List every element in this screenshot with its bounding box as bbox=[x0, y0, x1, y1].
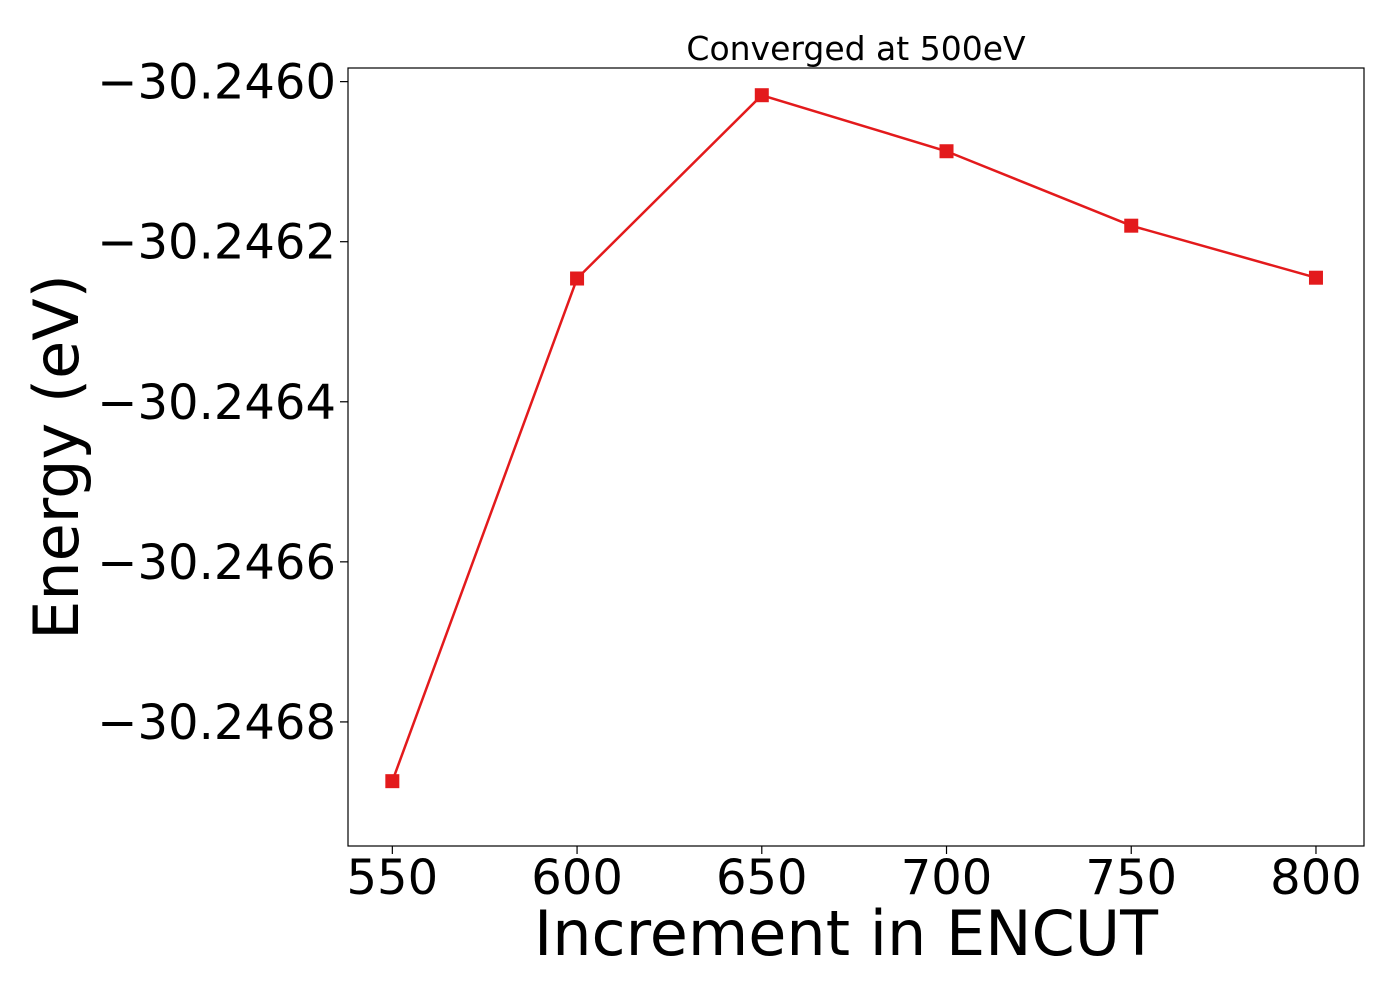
x-tick-label: 600 bbox=[531, 850, 623, 906]
y-axis-label: Energy (eV) bbox=[20, 274, 93, 640]
series-line bbox=[391, 93, 1317, 782]
y-tick-label: −30.2466 bbox=[97, 535, 336, 591]
x-axis-ticks: 550 600 650 700 750 800 bbox=[347, 846, 1362, 906]
data-point-marker bbox=[570, 271, 585, 286]
x-tick-label: 550 bbox=[347, 850, 439, 906]
energy-series bbox=[385, 88, 1323, 789]
data-point-marker bbox=[754, 88, 769, 103]
data-point-marker bbox=[385, 774, 400, 789]
data-point-marker bbox=[939, 144, 954, 159]
x-tick-label: 700 bbox=[901, 850, 993, 906]
y-tick-label: −30.2468 bbox=[97, 695, 336, 751]
y-tick-label: −30.2462 bbox=[97, 215, 336, 271]
y-axis-ticks: −30.2460 −30.2462 −30.2464 −30.2466 −30.2468 bbox=[97, 55, 348, 751]
x-tick-label: 800 bbox=[1270, 850, 1362, 906]
chart-title: Converged at 500eV bbox=[686, 29, 1026, 68]
data-point-marker bbox=[1124, 218, 1139, 233]
x-tick-label: 750 bbox=[1085, 850, 1177, 906]
y-tick-label: −30.2464 bbox=[97, 375, 336, 431]
x-tick-label: 650 bbox=[716, 850, 808, 906]
plot-area-frame bbox=[347, 67, 1365, 847]
data-point-marker bbox=[1308, 270, 1323, 285]
x-axis-label: Increment in ENCUT bbox=[534, 897, 1159, 970]
y-tick-label: −30.2460 bbox=[97, 55, 336, 111]
